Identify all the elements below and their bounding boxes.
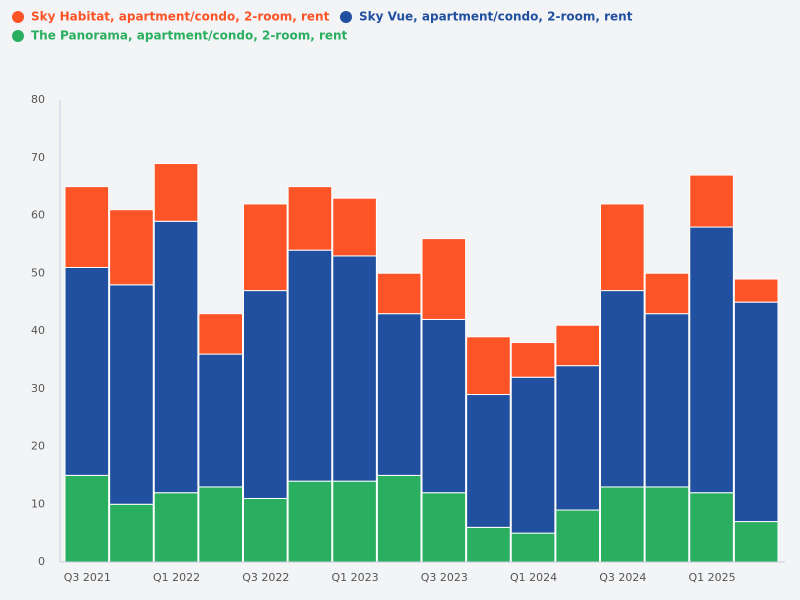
bar-segment bbox=[376, 272, 422, 315]
bar-segment bbox=[421, 238, 467, 320]
bar-segment bbox=[600, 203, 645, 292]
legend: Sky Habitat, apartment/condo, 2-room, re… bbox=[12, 10, 633, 43]
y-tick-label: 60 bbox=[31, 209, 45, 222]
bar-segment bbox=[287, 249, 333, 482]
bar-segment bbox=[733, 301, 779, 523]
bar-segment bbox=[287, 186, 333, 251]
y-tick-label: 10 bbox=[31, 497, 45, 510]
bar-segment bbox=[109, 209, 154, 286]
bar-segment bbox=[689, 226, 734, 494]
bar-segment bbox=[644, 486, 690, 563]
bar-segment bbox=[153, 220, 199, 494]
bar-segment bbox=[198, 353, 243, 488]
bar-segment bbox=[109, 284, 154, 505]
y-tick-label: 50 bbox=[31, 266, 45, 279]
bar-segment bbox=[376, 313, 422, 476]
bar-segment bbox=[555, 365, 600, 511]
bar-segment bbox=[332, 197, 377, 257]
bar-segment bbox=[600, 486, 645, 563]
bar-segment bbox=[510, 532, 556, 563]
bar-segment bbox=[243, 203, 288, 292]
bar-segment bbox=[243, 290, 288, 499]
legend-label: Sky Habitat, apartment/condo, 2-room, re… bbox=[31, 10, 330, 24]
y-tick-label: 20 bbox=[31, 440, 45, 453]
legend-label: Sky Vue, apartment/condo, 2-room, rent bbox=[359, 10, 633, 24]
x-tick-label: Q1 2022 bbox=[153, 571, 200, 584]
legend-label: The Panorama, apartment/condo, 2-room, r… bbox=[31, 29, 348, 43]
bar-segment bbox=[64, 186, 110, 268]
bar-segment bbox=[198, 313, 243, 355]
bar-segment bbox=[332, 480, 377, 563]
bar-segment bbox=[109, 503, 154, 563]
x-tick-label: Q1 2025 bbox=[688, 571, 735, 584]
bar-segment bbox=[689, 174, 734, 228]
bar-segment bbox=[466, 526, 511, 563]
legend-marker bbox=[12, 11, 24, 23]
bar-segment bbox=[510, 342, 556, 378]
legend-marker bbox=[340, 11, 352, 23]
x-tick-label: Q3 2021 bbox=[64, 571, 111, 584]
y-tick-label: 80 bbox=[31, 93, 45, 106]
x-tick-label: Q3 2024 bbox=[599, 571, 646, 584]
x-tick-label: Q1 2023 bbox=[331, 571, 378, 584]
bar-segment bbox=[243, 497, 288, 563]
bar-segment bbox=[555, 324, 600, 367]
bar-segment bbox=[466, 394, 511, 528]
bar-segment bbox=[555, 509, 600, 563]
bar-segment bbox=[64, 266, 110, 476]
legend-marker bbox=[12, 30, 24, 42]
x-tick-label: Q3 2022 bbox=[242, 571, 289, 584]
bar-segment bbox=[153, 492, 199, 563]
bar-segment bbox=[689, 492, 734, 563]
y-tick-label: 30 bbox=[31, 382, 45, 395]
bar-segment bbox=[287, 480, 333, 563]
bar-segment bbox=[733, 521, 779, 563]
bar-segment bbox=[64, 474, 110, 563]
y-tick-label: 0 bbox=[38, 555, 45, 568]
bar-segment bbox=[421, 492, 467, 563]
x-tick-label: Q3 2023 bbox=[421, 571, 468, 584]
bar-segment bbox=[600, 290, 645, 488]
bar-segment bbox=[466, 336, 511, 396]
bar-segment bbox=[332, 255, 377, 482]
x-tick-label: Q1 2024 bbox=[510, 571, 557, 584]
y-tick-label: 70 bbox=[31, 151, 45, 164]
bar-segment bbox=[198, 486, 243, 563]
bar-segment bbox=[644, 313, 690, 488]
bar-segment bbox=[733, 278, 779, 303]
bar-segment bbox=[510, 376, 556, 534]
bar-segment bbox=[376, 474, 422, 563]
bar-segment bbox=[644, 272, 690, 315]
bar-segment bbox=[153, 163, 199, 222]
y-tick-label: 40 bbox=[31, 324, 45, 337]
bar-segment bbox=[421, 318, 467, 494]
